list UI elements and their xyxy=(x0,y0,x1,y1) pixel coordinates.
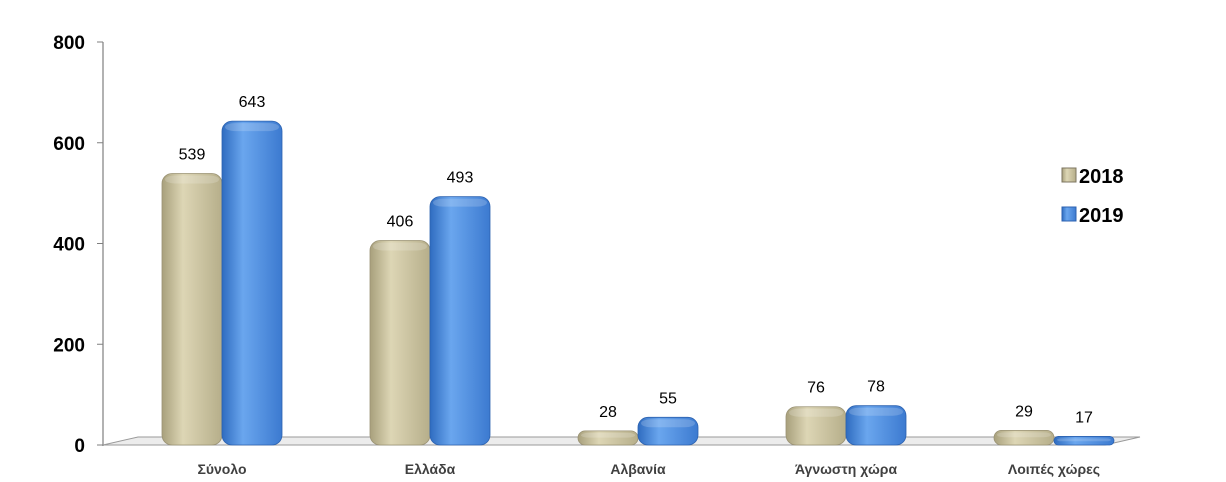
bar-highlight-2018-1 xyxy=(373,242,427,251)
bar-highlight-2019-0 xyxy=(225,123,279,132)
bar-2019-0 xyxy=(221,120,283,446)
y-tick-label: 200 xyxy=(53,335,85,356)
bar-highlight-2018-3 xyxy=(789,408,843,417)
y-tick-label: 400 xyxy=(53,235,85,256)
y-tick-label: 0 xyxy=(74,436,85,457)
bar-2018-0 xyxy=(161,173,223,446)
x-tick-label-1: Ελλάδα xyxy=(405,461,456,477)
bar-highlight-2019-3 xyxy=(849,407,903,416)
bar-2019-1 xyxy=(429,196,491,446)
data-label-2019-3: 78 xyxy=(867,379,885,396)
bar-highlight-2019-4 xyxy=(1057,438,1111,442)
data-label-2018-4: 29 xyxy=(1015,403,1033,420)
data-label-2019-0: 643 xyxy=(239,94,266,111)
chart-legend: 2018 2019 xyxy=(1061,166,1124,227)
x-tick-label-4: Λοιπές χώρες xyxy=(1008,461,1100,477)
legend-label-2018: 2018 xyxy=(1079,166,1124,188)
bar-2019-3 xyxy=(845,405,907,446)
data-label-2019-2: 55 xyxy=(659,390,677,407)
bar-2018-4 xyxy=(993,429,1055,446)
data-label-2018-3: 76 xyxy=(807,380,825,397)
legend-swatch-2018 xyxy=(1061,167,1077,183)
bar-highlight-2019-2 xyxy=(641,419,695,428)
chart-labels: 539 643 Σύνολο 406 493 Ελλάδα 28 55 Αλβανία 76 78 Ά… xyxy=(179,94,1100,477)
bar-2019-4 xyxy=(1053,436,1115,446)
data-label-2019-1: 493 xyxy=(447,170,474,187)
bar-highlight-2018-0 xyxy=(165,175,219,184)
bar-highlight-2019-1 xyxy=(433,198,487,207)
data-label-2018-0: 539 xyxy=(179,146,206,163)
x-tick-label-3: Άγνωστη χώρα xyxy=(795,461,898,477)
y-tick-label: 800 xyxy=(53,33,85,54)
legend-label-2019: 2019 xyxy=(1079,205,1124,227)
legend-swatch-2019 xyxy=(1061,206,1077,222)
data-label-2018-2: 28 xyxy=(599,404,617,421)
x-tick-label-0: Σύνολο xyxy=(197,461,246,477)
bar-highlight-2018-2 xyxy=(581,432,635,438)
bar-highlight-2018-4 xyxy=(997,432,1051,438)
data-label-2019-4: 17 xyxy=(1075,409,1093,426)
data-label-2018-1: 406 xyxy=(387,213,414,230)
bar-2018-1 xyxy=(369,240,431,446)
x-tick-label-2: Αλβανία xyxy=(610,461,666,477)
chart-bars xyxy=(161,120,1115,446)
y-tick-label: 600 xyxy=(53,134,85,155)
bar-2019-2 xyxy=(637,416,699,446)
